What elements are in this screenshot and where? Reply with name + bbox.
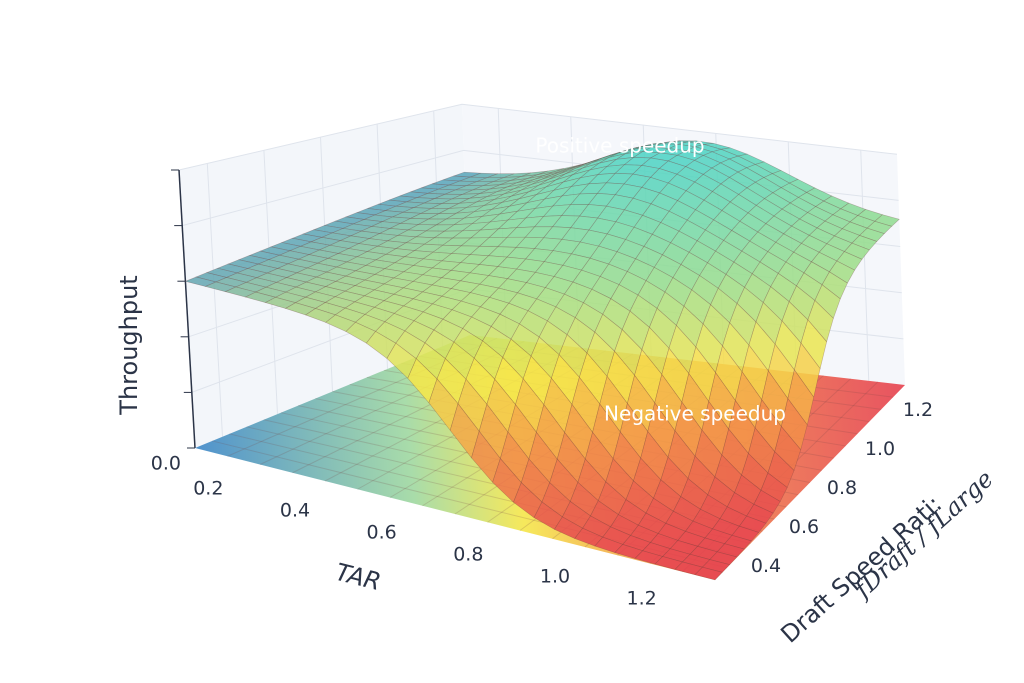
x-tick-label: 0.6 (367, 522, 397, 544)
z-axis (178, 169, 196, 449)
surface-patch (753, 489, 781, 514)
surface-patch (874, 214, 900, 227)
x-tick-label: 0.8 (453, 544, 483, 566)
wall-line (178, 103, 898, 171)
y-axis-label: Draft Speed Rati: (775, 490, 947, 649)
y-tick-label: 0.8 (827, 477, 857, 499)
x-tick-label: 0.4 (280, 500, 310, 522)
annotation: Positive speedup (535, 134, 704, 158)
z-tick-label: 0.0 (151, 453, 181, 475)
surface-patch (738, 515, 767, 533)
y-axis-formula: fDraft / fLarge (848, 465, 999, 605)
surface-patch (767, 451, 795, 489)
grid-line (860, 150, 870, 381)
surface-patch (821, 271, 848, 300)
surface-patch (836, 251, 863, 271)
grid-line (206, 163, 223, 437)
x-tick-label: 1.2 (627, 588, 657, 610)
y-tick-label: 1.2 (903, 399, 933, 421)
surface-patch (866, 220, 893, 234)
surface-patch (787, 369, 815, 426)
y-tick-label: 0.6 (789, 516, 819, 538)
surface-patch (731, 525, 760, 542)
annotation: Negative speedup (604, 402, 786, 426)
z-axis-label: Throughput (115, 275, 143, 415)
x-tick-label: 0.2 (193, 478, 223, 500)
y-tick-label: 0.4 (751, 555, 781, 577)
y-tick-label: 1.0 (865, 438, 895, 460)
surface-patch (694, 566, 723, 581)
x-axis-label: TAR (333, 558, 384, 596)
surface-patch (760, 472, 788, 502)
x-tick-label: 1.0 (540, 566, 570, 588)
